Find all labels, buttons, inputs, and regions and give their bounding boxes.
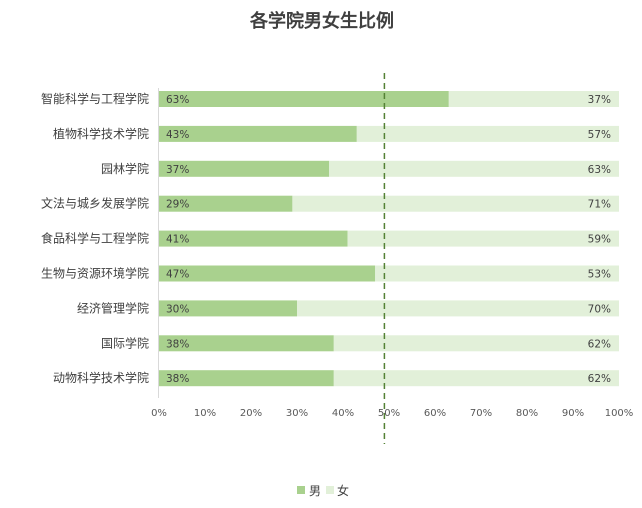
legend-label-female: 女 [337, 483, 349, 498]
legend-label-male: 男 [309, 484, 321, 498]
x-tick-label: 20% [240, 408, 262, 419]
data-label-male: 30% [166, 303, 189, 315]
data-label-female: 57% [588, 129, 611, 141]
legend-swatch-female [326, 486, 334, 494]
data-label-female: 63% [588, 164, 611, 176]
category-label: 植物科学技术学院 [53, 126, 149, 141]
category-label: 文法与城乡发展学院 [41, 196, 149, 211]
bar-female [448, 91, 619, 107]
chart-title: 各学院男女生比例 [249, 10, 394, 32]
data-label-male: 37% [166, 164, 189, 176]
labels-layer: 智能科学与工程学院 63% 37% 植物科学技术学院 43% 57% 园林学院 37% 63% 文… [41, 91, 611, 385]
x-tick-label: 80% [516, 408, 538, 419]
category-label: 经济管理学院 [77, 300, 149, 315]
legend: 男女 [297, 483, 349, 498]
bar-male [159, 370, 334, 387]
data-label-female: 37% [588, 94, 611, 106]
bar-male [159, 125, 357, 142]
bar-female [347, 230, 619, 247]
bar-male [159, 335, 334, 352]
bars-layer [159, 73, 619, 444]
category-label: 食品科学与工程学院 [41, 231, 149, 246]
category-label: 智能科学与工程学院 [41, 91, 149, 106]
bar-male [159, 300, 297, 317]
x-tick-label: 90% [562, 408, 584, 419]
x-tick-label: 100% [605, 408, 634, 419]
x-tick-label: 30% [286, 408, 308, 419]
x-tick-label: 40% [332, 408, 354, 419]
category-label: 动物科学技术学院 [53, 370, 149, 385]
data-label-male: 47% [166, 269, 189, 281]
bar-female [356, 125, 619, 142]
bar-female [292, 195, 619, 212]
category-label: 园林学院 [101, 161, 149, 176]
data-label-male: 38% [166, 338, 189, 350]
data-label-male: 38% [166, 373, 189, 385]
data-label-female: 62% [588, 373, 611, 385]
x-tick-label: 0% [151, 408, 167, 419]
bar-female [297, 300, 619, 317]
legend-swatch-male [297, 486, 305, 494]
bar-male [159, 195, 293, 212]
category-label: 国际学院 [101, 335, 149, 350]
x-tick-label: 60% [424, 408, 446, 419]
bar-female [375, 265, 619, 282]
x-tick-label: 10% [194, 408, 216, 419]
data-label-female: 70% [588, 303, 611, 315]
data-label-female: 71% [588, 199, 611, 211]
bar-male [159, 91, 449, 107]
bar-female [329, 160, 619, 177]
bar-male [159, 160, 330, 177]
x-tick-label: 70% [470, 408, 492, 419]
data-label-male: 63% [166, 94, 189, 106]
x-tick-label: 50% [378, 408, 400, 419]
data-label-female: 62% [588, 338, 611, 350]
data-label-male: 43% [166, 129, 189, 141]
data-label-male: 29% [166, 199, 189, 211]
data-label-female: 53% [588, 269, 611, 281]
data-label-female: 59% [588, 234, 611, 246]
category-label: 生物与资源环境学院 [41, 266, 149, 281]
x-axis: 0% 10% 20% 30% 40% 50% 60% 70% 80% 90% 100% [151, 88, 633, 419]
data-label-male: 41% [166, 234, 189, 246]
bar-male [159, 230, 348, 247]
bar-female [333, 370, 619, 387]
bar-female [333, 335, 619, 352]
bar-male [159, 265, 376, 282]
